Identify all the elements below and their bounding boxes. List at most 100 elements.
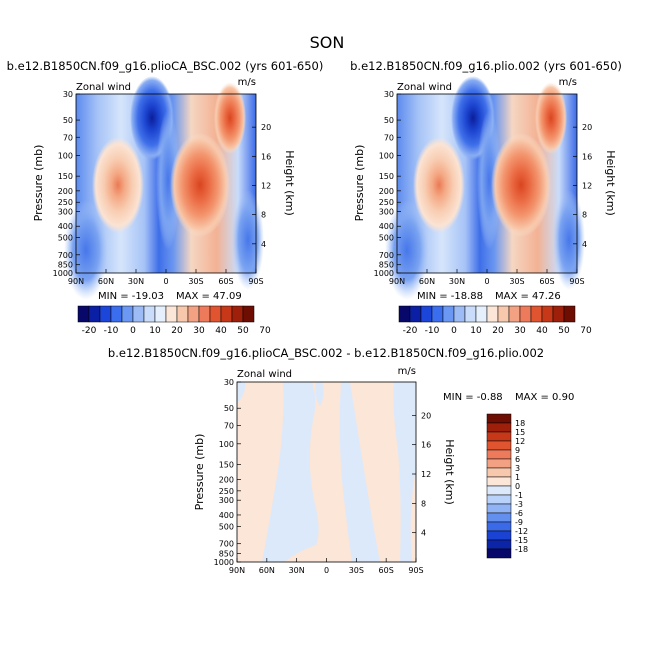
colorbar-swatch (486, 539, 512, 550)
colorbar-swatch (486, 431, 512, 442)
colorbar-swatch (110, 305, 123, 323)
max-value: MAX = 0.90 (515, 392, 574, 403)
colorbar-swatch (165, 305, 178, 323)
y2-tick-label: 8 (582, 211, 587, 220)
colorbar-swatch (486, 548, 512, 559)
x-tick-label: 90N (229, 566, 245, 575)
x-tick-label: 90N (68, 277, 84, 286)
y2-tick-label: 12 (421, 470, 431, 479)
y-tick-label: 100 (379, 151, 394, 160)
x-tick-label: 90S (248, 277, 263, 286)
x-ticks: 90N 60N 30N 0 30S 60S 90S (229, 558, 424, 575)
colorbar-swatch (242, 305, 255, 323)
y-tick-label: 200 (219, 475, 234, 484)
colorbar-label: 50 (558, 326, 570, 336)
y-tick-label: 300 (219, 496, 234, 505)
y-axis-label: Pressure (mb) (32, 145, 45, 222)
colorbar-label: 3 (515, 464, 520, 473)
colorbar-label: -3 (515, 500, 523, 509)
colorbar-swatch (99, 305, 112, 323)
x-tick-label: 90N (389, 277, 405, 286)
y-tick-label: 30 (63, 90, 73, 99)
y-tick-label: 100 (58, 151, 73, 160)
colorbar-swatch (231, 305, 244, 323)
left-label: Zonal wind (397, 82, 452, 93)
colorbar-label: 20 (492, 326, 504, 336)
colorbar-label: 20 (171, 326, 183, 336)
y-tick-label: 70 (63, 133, 73, 142)
colorbar-swatch (486, 422, 512, 433)
y-tick-label: 150 (219, 461, 234, 470)
y2-tick-label: 16 (582, 152, 592, 161)
zonal-wind-panel-plio: b.e12.B1850CN.f09_g16.plio.002 (yrs 601-… (350, 59, 622, 336)
max-value: MAX = 47.09 (176, 291, 242, 302)
y-axis-label: Pressure (mb) (353, 145, 366, 222)
colorbar-swatch (88, 305, 101, 323)
colorbar-label: 40 (215, 326, 227, 336)
colorbar-label: 70 (259, 326, 271, 336)
y-tick-label: 30 (224, 378, 234, 387)
x-tick-label: 30N (128, 277, 144, 286)
colorbar-swatch (77, 305, 90, 323)
y-tick-label: 150 (58, 172, 73, 181)
colorbar-label: -9 (515, 518, 523, 527)
x-tick-label: 90S (408, 566, 423, 575)
y-tick-label: 400 (379, 222, 394, 231)
zonal-wind-panel-plioCA: b.e12.B1850CN.f09_g16.plioCA_BSC.002 (yr… (7, 59, 324, 336)
colorbar-swatch (187, 305, 200, 323)
y2-tick-label: 12 (261, 181, 271, 190)
y-tick-label: 250 (379, 198, 394, 207)
y-tick-label: 850 (58, 261, 73, 270)
colorbar-swatch (486, 467, 512, 478)
horizontal-colorbar: -20 -10 0 10 20 30 40 50 70 (77, 305, 271, 336)
colorbar-swatch (486, 440, 512, 451)
colorbar-swatch (209, 305, 222, 323)
colorbar-label: 15 (515, 428, 525, 437)
colorbar-label: 10 (149, 326, 161, 336)
y2-tick-label: 4 (261, 240, 266, 249)
y-tick-label: 1000 (374, 269, 394, 278)
colorbar-swatch (519, 305, 532, 323)
colorbar-swatch (121, 305, 134, 323)
y-tick-label: 30 (384, 90, 394, 99)
right-label: m/s (238, 77, 256, 88)
colorbar-label: 30 (514, 326, 526, 336)
min-value: MIN = -19.03 (98, 291, 164, 302)
colorbar-swatch (486, 512, 512, 523)
x-tick-label: 0 (484, 277, 489, 286)
y2-tick-label: 20 (261, 123, 271, 132)
colorbar-swatch (486, 485, 512, 496)
y-tick-label: 250 (219, 487, 234, 496)
y2-axis-label: Height (km) (604, 150, 617, 216)
colorbar-swatch (431, 305, 444, 323)
y-tick-label: 1000 (214, 558, 234, 567)
x-ticks: 90N 60N 30N 0 30S 60S 90S (389, 269, 585, 286)
colorbar-swatch (143, 305, 156, 323)
y-tick-label: 150 (379, 172, 394, 181)
colorbar-label: 18 (515, 419, 525, 428)
colorbar-swatch (475, 305, 488, 323)
y-tick-label: 700 (219, 540, 234, 549)
panel-title: b.e12.B1850CN.f09_g16.plioCA_BSC.002 (yr… (7, 59, 324, 73)
y-tick-label: 500 (58, 234, 73, 243)
x-ticks: 90N 60N 30N 0 30S 60S 90S (68, 269, 264, 286)
y-axis-label: Pressure (mb) (193, 434, 206, 511)
x-tick-label: 0 (324, 566, 329, 575)
y2-ticks: 20 16 12 8 4 (573, 123, 592, 249)
y-tick-label: 200 (379, 187, 394, 196)
colorbar-swatch (486, 503, 512, 514)
colorbar-swatch (154, 305, 167, 323)
y-tick-label: 100 (219, 440, 234, 449)
x-tick-label: 60N (259, 566, 275, 575)
colorbar-label: 0 (130, 326, 136, 336)
colorbar-label: -10 (425, 326, 440, 336)
y-tick-label: 500 (379, 234, 394, 243)
colorbar-swatch (220, 305, 233, 323)
colorbar-swatch (486, 458, 512, 469)
colorbar-swatch (486, 413, 512, 424)
colorbar-swatch (398, 305, 411, 323)
colorbar-label: 10 (470, 326, 482, 336)
